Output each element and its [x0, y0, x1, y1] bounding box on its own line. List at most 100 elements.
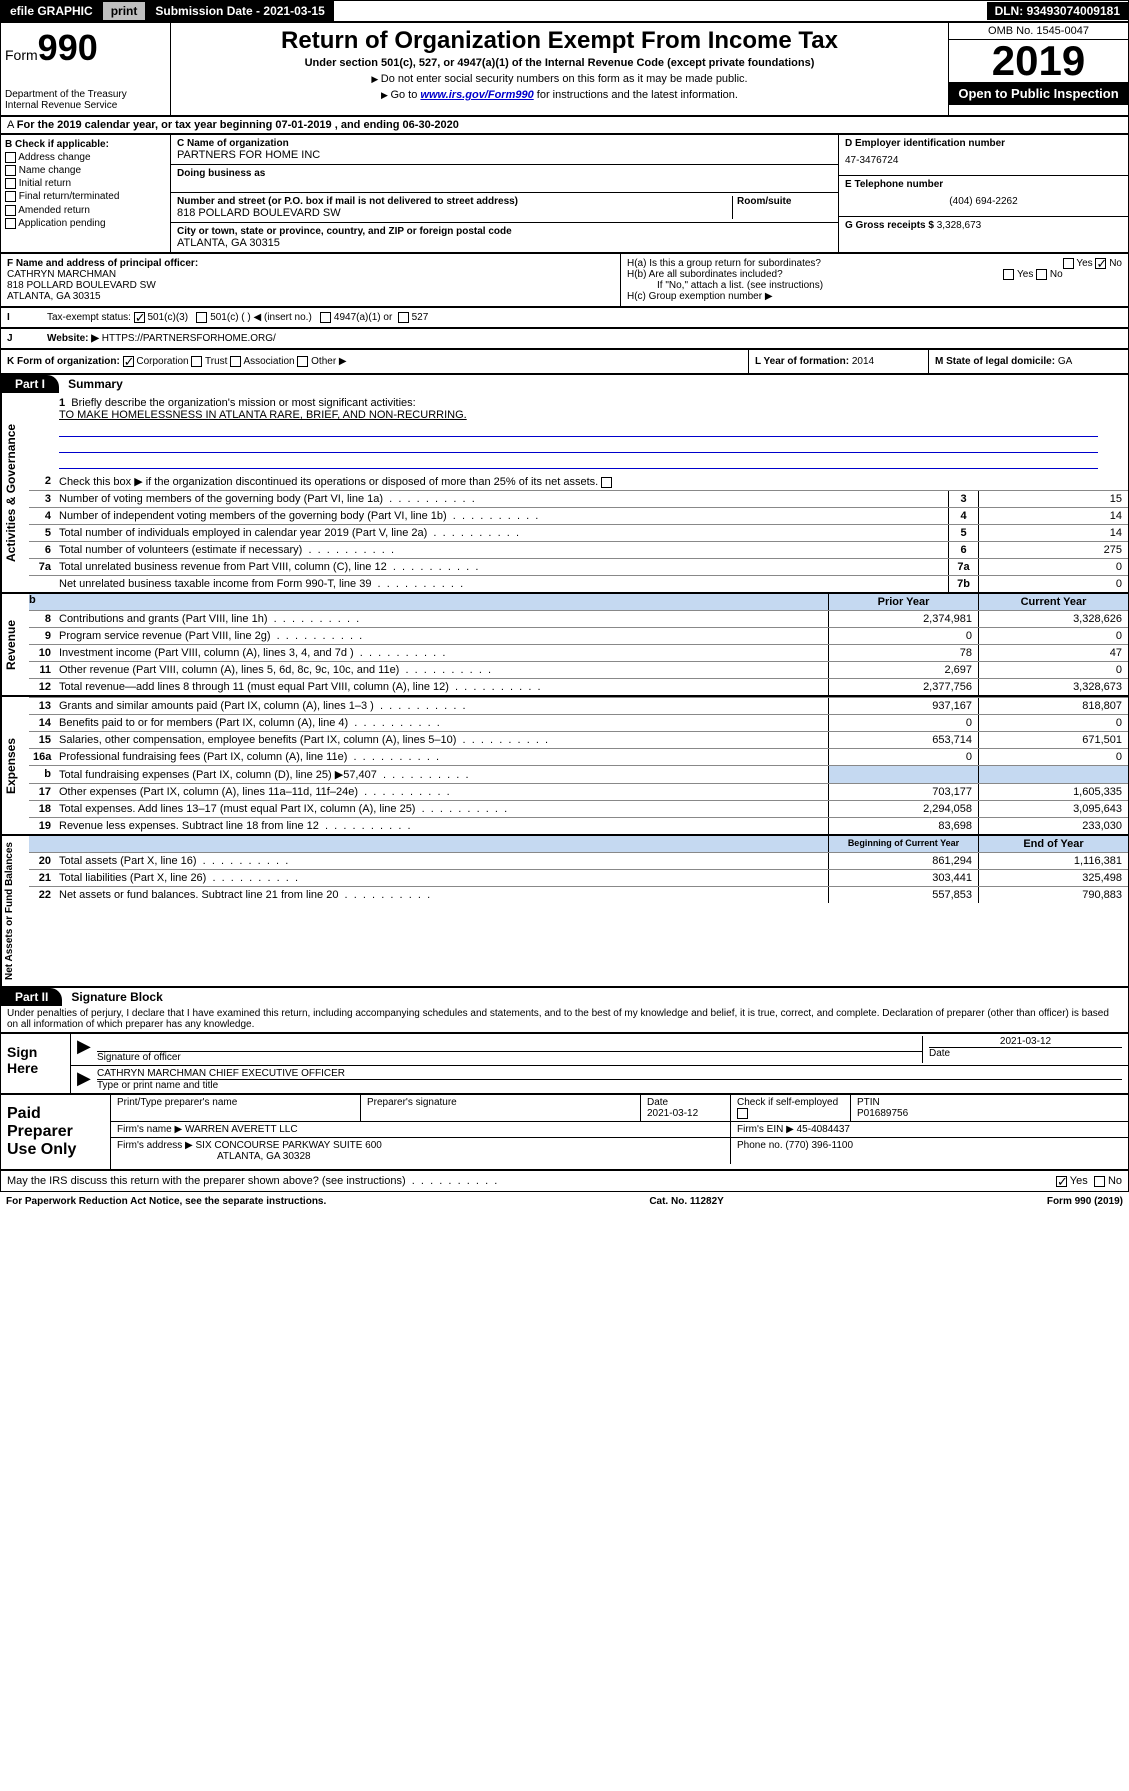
- yes-label-2: Yes: [1017, 269, 1033, 280]
- check-address-change[interactable]: Address change: [5, 152, 166, 163]
- ha-yes[interactable]: [1063, 258, 1074, 269]
- officer-printed-name: CATHRYN MARCHMAN CHIEF EXECUTIVE OFFICER: [97, 1068, 1122, 1080]
- state-domicile: M State of legal domicile: GA: [928, 350, 1128, 373]
- row-j: J Website: ▶ HTTPS://PARTNERSFORHOME.ORG…: [0, 328, 1129, 349]
- table-row: 3Number of voting members of the governi…: [29, 490, 1128, 507]
- gross-label: G Gross receipts $: [845, 220, 937, 231]
- table-row: 14Benefits paid to or for members (Part …: [29, 714, 1128, 731]
- header-right: OMB No. 1545-0047 2019 Open to Public In…: [948, 23, 1128, 115]
- current-year-header: Current Year: [978, 594, 1128, 610]
- check-trust[interactable]: [191, 356, 202, 367]
- table-row: 22Net assets or fund balances. Subtract …: [29, 886, 1128, 903]
- sig-line[interactable]: [97, 1036, 922, 1052]
- room-label: Room/suite: [737, 196, 832, 207]
- department: Department of the Treasury Internal Reve…: [5, 89, 166, 111]
- row-k: K Form of organization: Corporation Trus…: [0, 349, 1129, 374]
- dba-row: Doing business as: [171, 165, 838, 193]
- gross-row: G Gross receipts $ 3,328,673: [839, 217, 1128, 234]
- address-row: Number and street (or P.O. box if mail i…: [171, 193, 838, 223]
- table-row: 8Contributions and grants (Part VIII, li…: [29, 610, 1128, 627]
- check-pending[interactable]: Application pending: [5, 218, 166, 229]
- prep-date-label: Date: [647, 1097, 668, 1108]
- check-4947[interactable]: [320, 312, 331, 323]
- table-row: 15Salaries, other compensation, employee…: [29, 731, 1128, 748]
- check-self-employed[interactable]: [737, 1108, 748, 1119]
- table-row: 7aTotal unrelated business revenue from …: [29, 558, 1128, 575]
- officer-label: F Name and address of principal officer:: [7, 258, 614, 269]
- other-label: Other ▶: [311, 356, 346, 367]
- website-url: HTTPS://PARTNERSFORHOME.ORG/: [102, 333, 276, 344]
- goto-pre: Go to: [390, 89, 420, 101]
- section-d: D Employer identification number 47-3476…: [838, 135, 1128, 252]
- sig-officer-label: Signature of officer: [97, 1052, 922, 1063]
- hb-yes[interactable]: [1003, 269, 1014, 280]
- summary-net: Net Assets or Fund Balances Beginning of…: [1, 834, 1128, 986]
- part-1: Part I Summary Activities & Governance 1…: [0, 374, 1129, 987]
- type-name-label: Type or print name and title: [97, 1080, 1122, 1091]
- hb-no[interactable]: [1036, 269, 1047, 280]
- submission-date-label: Submission Date -: [155, 4, 263, 18]
- check-discontinued[interactable]: [601, 477, 612, 488]
- org-name: PARTNERS FOR HOME INC: [177, 149, 832, 161]
- firm-ein-label: Firm's EIN ▶: [737, 1124, 794, 1135]
- block-bcd: B Check if applicable: Address change Na…: [0, 134, 1129, 253]
- self-emp-label: Check if self-employed: [737, 1097, 838, 1108]
- ha-label: H(a) Is this a group return for subordin…: [627, 258, 821, 269]
- yes-label: Yes: [1076, 258, 1092, 269]
- assoc-label: Association: [243, 356, 294, 367]
- discuss-yes[interactable]: [1056, 1176, 1067, 1187]
- check-527[interactable]: [398, 312, 409, 323]
- tax-exempt-label: Tax-exempt status:: [47, 312, 131, 323]
- table-row: 10Investment income (Part VIII, column (…: [29, 644, 1128, 661]
- org-name-row: C Name of organization PARTNERS FOR HOME…: [171, 135, 838, 165]
- block-fh: F Name and address of principal officer:…: [0, 253, 1129, 307]
- ein: 47-3476724: [845, 149, 1122, 172]
- table-row: 9Program service revenue (Part VIII, lin…: [29, 627, 1128, 644]
- instructions-note: Go to www.irs.gov/Form990 for instructio…: [175, 89, 944, 101]
- date-label: Date: [929, 1047, 1122, 1059]
- name-change-label: Name change: [19, 165, 81, 176]
- check-corp[interactable]: [123, 356, 134, 367]
- table-row: 17Other expenses (Part IX, column (A), l…: [29, 783, 1128, 800]
- year-label: L Year of formation:: [755, 356, 852, 367]
- check-other[interactable]: [297, 356, 308, 367]
- check-501c3[interactable]: [134, 312, 145, 323]
- open-public: Open to Public Inspection: [949, 82, 1128, 105]
- ha-no[interactable]: [1095, 258, 1106, 269]
- table-row: 4Number of independent voting members of…: [29, 507, 1128, 524]
- city: ATLANTA, GA 30315: [177, 237, 832, 249]
- side-governance: Activities & Governance: [1, 393, 29, 592]
- city-label: City or town, state or province, country…: [177, 226, 832, 237]
- check-initial-return[interactable]: Initial return: [5, 178, 166, 189]
- address: 818 POLLARD BOULEVARD SW: [177, 207, 732, 219]
- instructions-link[interactable]: www.irs.gov/Form990: [420, 89, 533, 101]
- discuss-text: May the IRS discuss this return with the…: [7, 1175, 1056, 1187]
- tax-year-range: For the 2019 calendar year, or tax year …: [17, 119, 459, 131]
- ptin-label: PTIN: [857, 1097, 880, 1108]
- final-return-label: Final return/terminated: [19, 192, 120, 203]
- discuss-yes-label: Yes: [1070, 1175, 1088, 1187]
- form-990: 990: [38, 27, 98, 68]
- discuss-no[interactable]: [1094, 1176, 1105, 1187]
- firm-name: WARREN AVERETT LLC: [185, 1124, 298, 1135]
- check-amended[interactable]: Amended return: [5, 205, 166, 216]
- firm-name-label: Firm's name ▶: [117, 1124, 182, 1135]
- form-title: Return of Organization Exempt From Incom…: [175, 27, 944, 55]
- dba-label: Doing business as: [177, 168, 832, 179]
- check-final-return[interactable]: Final return/terminated: [5, 191, 166, 202]
- print-button[interactable]: print: [102, 1, 147, 21]
- end-header: End of Year: [978, 836, 1128, 852]
- footer-right: Form 990 (2019): [1047, 1196, 1123, 1207]
- section-f: F Name and address of principal officer:…: [1, 254, 621, 306]
- check-assoc[interactable]: [230, 356, 241, 367]
- table-row: 18Total expenses. Add lines 13–17 (must …: [29, 800, 1128, 817]
- part-2-title: Signature Block: [65, 988, 168, 1006]
- spacer-b: b: [29, 594, 828, 610]
- check-name-change[interactable]: Name change: [5, 165, 166, 176]
- check-501c[interactable]: [196, 312, 207, 323]
- part-1-title: Summary: [62, 375, 129, 393]
- trust-label: Trust: [205, 356, 227, 367]
- sig-row-2: ▶ CATHRYN MARCHMAN CHIEF EXECUTIVE OFFIC…: [71, 1066, 1128, 1093]
- table-row: 20Total assets (Part X, line 16)861,2941…: [29, 852, 1128, 869]
- row-i: I Tax-exempt status: 501(c)(3) 501(c) ( …: [0, 307, 1129, 328]
